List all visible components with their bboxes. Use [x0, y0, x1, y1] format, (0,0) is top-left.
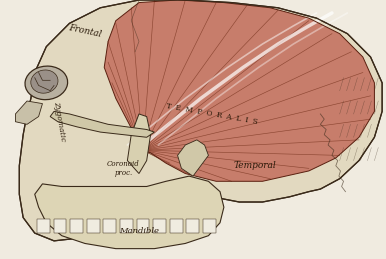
Bar [170, 219, 183, 233]
Polygon shape [35, 176, 224, 249]
Polygon shape [19, 0, 382, 241]
Polygon shape [15, 101, 42, 124]
Bar [186, 219, 199, 233]
Bar [37, 219, 50, 233]
Bar [87, 219, 100, 233]
Ellipse shape [25, 66, 68, 100]
Bar [137, 219, 149, 233]
Bar [203, 219, 216, 233]
Text: Mandible: Mandible [119, 227, 159, 234]
Bar [54, 219, 66, 233]
Text: Zygomatic: Zygomatic [52, 101, 67, 142]
Text: Coronoid
proc.: Coronoid proc. [107, 160, 140, 177]
Bar [120, 219, 133, 233]
Polygon shape [127, 114, 151, 174]
Ellipse shape [31, 70, 58, 93]
Text: Temporal: Temporal [234, 161, 276, 170]
Polygon shape [50, 111, 154, 137]
Bar [70, 219, 83, 233]
Text: T  E  M  P  O  R  A  L  I  S: T E M P O R A L I S [166, 102, 259, 126]
Polygon shape [104, 0, 374, 181]
Bar [103, 219, 116, 233]
Bar [153, 219, 166, 233]
Text: Frontal: Frontal [68, 23, 102, 39]
Polygon shape [178, 140, 208, 176]
